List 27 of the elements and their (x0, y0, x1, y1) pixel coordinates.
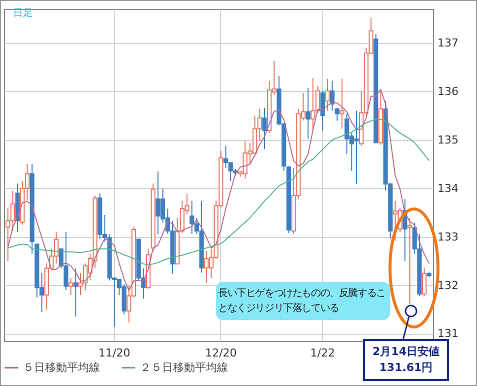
y-tick-label: 131 (438, 327, 458, 340)
candlestick (422, 267, 427, 296)
annotation: 日足 (13, 7, 33, 20)
candlestick (340, 78, 344, 130)
candlestick (325, 78, 330, 112)
y-tick-label: 135 (438, 133, 458, 146)
text: 2月14日安値 131.61円 (363, 339, 449, 381)
y-tick-label: 137 (438, 36, 458, 50)
x-tick-label: 12/20 (205, 346, 237, 360)
candlestick (330, 80, 335, 112)
legend-label: ５日移動平均線 (23, 360, 100, 374)
candlestick (68, 277, 74, 296)
y-tick-label: 133 (438, 230, 458, 244)
x-tick-label: 11/20 (98, 346, 130, 360)
legend-label: ２５日移動平均線 (140, 360, 228, 374)
x-tick-label: 1/22 (310, 346, 335, 360)
candlestick (320, 90, 325, 132)
y-tick-label: 134 (438, 182, 458, 195)
candlestick (306, 88, 310, 140)
candlestick (262, 107, 267, 150)
y-tick-label: 132 (438, 278, 458, 292)
y-tick-label: 136 (438, 84, 458, 98)
candlestick (73, 268, 78, 318)
candlestick (407, 217, 412, 305)
candlestick (334, 107, 340, 122)
annotation: 長い下ヒゲをつけたものの、反騰することなくジリジリ下落している (216, 282, 390, 320)
line-series (7, 118, 430, 266)
